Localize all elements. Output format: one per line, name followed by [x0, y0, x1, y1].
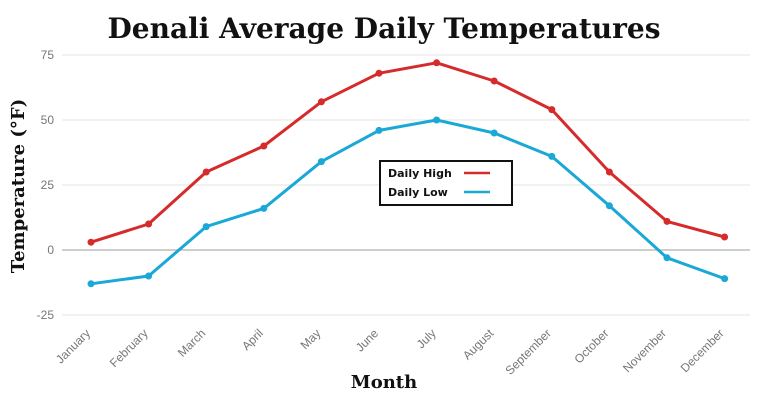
data-point-0-0 [87, 238, 95, 246]
x-tick-label: August [460, 326, 497, 363]
y-tick-label: -25 [37, 308, 55, 322]
data-point-0-11 [721, 233, 729, 241]
x-tick-label: June [353, 326, 382, 355]
data-point-0-2 [202, 168, 210, 176]
series-line-1 [89, 118, 727, 286]
legend-label-low: Daily Low [388, 186, 448, 199]
x-tick-label: November [620, 326, 669, 375]
x-tick-label: April [239, 326, 266, 353]
x-tick-label: February [107, 326, 151, 370]
chart-title: Denali Average Daily Temperatures [107, 12, 660, 45]
y-tick-label: 25 [41, 178, 55, 192]
x-axis-title: Month [351, 372, 417, 393]
legend: Daily High Daily Low [379, 160, 513, 206]
data-point-1-10 [663, 254, 671, 262]
x-tick-label: March [175, 326, 208, 359]
y-tick-label: 75 [41, 48, 55, 62]
data-point-1-0 [87, 280, 95, 288]
data-point-1-7 [490, 129, 498, 137]
series-group [87, 59, 729, 288]
y-tick-label: 50 [41, 113, 55, 127]
data-point-1-11 [721, 275, 729, 283]
x-tick-label: May [298, 326, 324, 352]
data-point-0-8 [548, 106, 556, 114]
x-tick-label: July [414, 326, 439, 351]
data-point-1-6 [433, 116, 441, 124]
data-point-0-3 [260, 142, 268, 150]
data-point-1-2 [202, 223, 210, 231]
data-point-1-4 [317, 158, 325, 166]
y-tick-label: 0 [47, 243, 54, 257]
y-axis-title: Temperature (°F) [8, 99, 29, 273]
x-tick-label: December [678, 326, 727, 375]
data-point-0-9 [605, 168, 613, 176]
data-point-1-8 [548, 152, 556, 160]
series-line-0 [89, 61, 727, 244]
legend-box [379, 160, 513, 206]
data-point-0-6 [433, 59, 441, 67]
y-axis-ticks: -25 0 25 50 75 [37, 48, 55, 322]
x-tick-label: October [571, 326, 611, 366]
x-tick-label: January [53, 326, 93, 366]
data-point-0-10 [663, 217, 671, 225]
legend-label-high: Daily High [388, 167, 452, 180]
data-point-0-5 [375, 69, 383, 77]
data-point-0-1 [145, 220, 153, 228]
x-tick-label: September [503, 326, 554, 377]
data-point-1-9 [605, 202, 613, 210]
data-point-1-1 [145, 272, 153, 280]
data-point-1-3 [260, 204, 268, 212]
data-point-1-5 [375, 126, 383, 134]
x-axis-ticks: January February March April May June July Augu… [53, 326, 727, 378]
data-point-0-7 [490, 77, 498, 85]
data-point-0-4 [317, 98, 325, 106]
